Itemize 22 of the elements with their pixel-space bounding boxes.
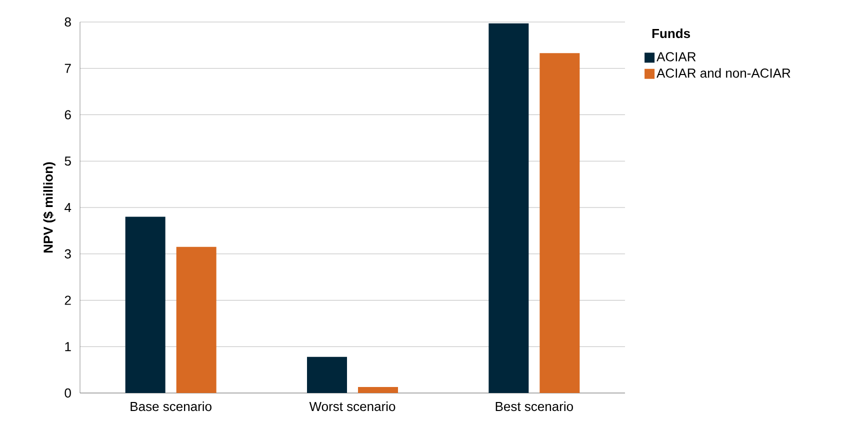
y-tick-label: 0: [64, 388, 71, 398]
bar: [176, 246, 216, 393]
y-tick-label: 8: [64, 17, 71, 27]
legend-label: ACIAR and non-ACIAR: [656, 68, 790, 78]
y-tick-label: 4: [64, 203, 72, 212]
y-tick-label: 2: [64, 296, 71, 305]
bar: [125, 216, 166, 393]
legend-title: Funds: [652, 28, 690, 38]
y-tick-label: 3: [64, 249, 71, 258]
y-tick-label: 6: [64, 110, 71, 120]
x-tick-label: Worst scenario: [309, 402, 396, 412]
y-tick-label: 5: [64, 156, 71, 166]
y-axis-title: NPV ($ million): [43, 162, 56, 252]
bar: [358, 386, 398, 393]
y-tick-label: 1: [65, 342, 71, 352]
bar: [307, 356, 348, 393]
x-tick-label: Base scenario: [130, 402, 212, 412]
y-tick-label: 7: [64, 64, 71, 73]
bar: [540, 53, 580, 393]
x-tick-label: Best scenario: [496, 402, 573, 412]
legend-label: ACIAR: [656, 52, 696, 62]
bar: [488, 23, 529, 393]
